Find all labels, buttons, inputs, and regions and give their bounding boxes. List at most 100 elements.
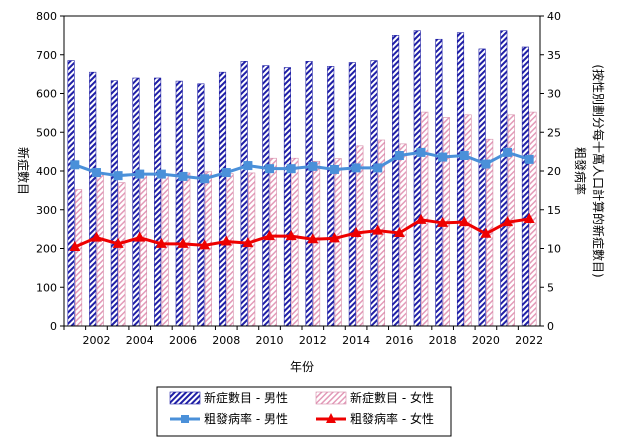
x-tick-label-2004: 2004 [126,334,154,347]
bar-male-2001 [67,60,75,327]
bar-male-2003 [110,80,118,327]
bar-female-2010 [269,157,277,327]
legend-label-1: 新症數目 - 男性 [204,390,288,405]
y-right-tick-label: 25 [547,126,561,139]
bar-female-2005 [161,173,169,327]
bar-male-2011 [283,67,291,327]
bar-male-2013 [327,66,335,327]
bar-male-2008 [218,71,227,327]
point-rate-male-2012 [308,161,318,171]
point-rate-female-2004 [134,231,146,242]
point-rate-male-2008 [221,168,231,178]
point-rate-male-2004 [135,169,145,179]
x-tick-label-2010: 2010 [256,334,284,347]
line-rate-male [74,150,530,181]
point-rate-female-2022 [523,213,535,224]
y-left-tick-label: 700 [36,49,57,62]
point-rate-male-2020 [481,159,491,169]
bar-male-2002 [89,71,97,327]
y-left-tick-label: 300 [36,204,57,217]
point-rate-male-2013 [329,164,339,174]
bar-male-2009 [240,61,248,327]
y-left-tick-label: 0 [50,320,57,333]
point-rate-male-2022 [524,154,534,164]
bar-male-2022 [521,46,529,327]
point-rate-male-2005 [156,169,166,179]
point-rate-female-2012 [307,233,319,244]
point-rate-male-2002 [91,168,101,178]
point-rate-female-2019 [458,216,470,227]
bar-male-2012 [305,61,313,327]
bar-male-2015 [370,60,378,327]
point-rate-female-2013 [328,232,340,243]
bar-male-2006 [175,80,183,327]
point-rate-female-2014 [350,227,362,237]
point-rate-male-2017 [416,147,426,157]
y-right-tick-label: 0 [547,320,554,333]
point-rate-male-2003 [113,171,123,181]
bar-female-2008 [226,173,234,327]
bar-male-2007 [197,83,205,327]
legend-box [156,386,452,437]
x-tick-label-2014: 2014 [342,334,370,347]
x-tick-label-2022: 2022 [515,334,543,347]
x-tick-label-2006: 2006 [169,334,197,347]
point-rate-female-2016 [393,227,405,237]
y-left-tick-label: 100 [36,281,57,294]
x-tick-label-2012: 2012 [299,334,327,347]
bar-male-2017 [413,30,421,327]
x-tick-label-2008: 2008 [212,334,240,347]
y-right-tick-label: 20 [547,165,561,178]
y-right-tick-label: 5 [547,281,554,294]
bar-female-2001 [75,189,83,327]
y-left-tick-label: 600 [36,88,57,101]
point-rate-female-2011 [285,230,297,241]
point-rate-male-2021 [503,147,513,157]
y-left-tick-label: 500 [36,126,57,139]
bar-male-2010 [262,65,270,327]
bar-male-2016 [392,35,400,327]
legend-label-4: 粗發病率 - 女性 [350,411,434,426]
x-tick-label-2002: 2002 [82,334,110,347]
point-rate-male-2016 [394,151,404,160]
legend-label-3: 粗發病率 - 男性 [204,411,288,426]
y-left-tick-label: 400 [36,165,57,178]
lines-layer [69,147,535,251]
bar-male-2021 [500,30,508,327]
y-left-tick-label: 800 [36,10,57,23]
bar-female-2011 [291,157,299,327]
x-tick-label-2018: 2018 [429,334,457,347]
legend-symbol-4-marker [326,413,336,423]
bar-male-2014 [348,62,356,327]
legend-symbol-3-marker [181,415,189,423]
bar-male-2020 [478,48,486,327]
point-rate-male-2015 [373,163,383,173]
bar-female-2002 [96,173,104,327]
legend-symbol-1 [169,391,201,405]
bar-male-2019 [456,32,465,327]
point-rate-female-2017 [415,213,427,224]
point-rate-male-2018 [438,152,448,162]
point-rate-female-2015 [372,224,384,235]
point-rate-male-2011 [286,164,296,174]
y-right-tick-label: 30 [547,88,561,101]
x-tick-label-2020: 2020 [472,334,500,347]
y-right-axis-title-line-2: (按性別劃分每十萬人口計算的新症數目) [591,64,606,277]
bar-female-2009 [248,172,256,327]
point-rate-male-2010 [265,164,275,174]
y-right-tick-label: 10 [547,243,561,256]
bar-female-2006 [183,172,191,327]
point-rate-male-2007 [200,174,210,184]
legend-symbol-2 [315,391,347,405]
point-rate-male-2014 [351,163,361,173]
point-rate-female-2009 [242,237,254,248]
point-rate-male-2009 [243,161,253,171]
y-left-axis-title: 新症數目 [16,147,31,195]
bar-male-2018 [435,38,443,327]
point-rate-female-2005 [155,237,167,248]
y-right-axis-title-line-1: 粗發病率 [573,147,588,195]
axes-layer: 0 100 200 300 400 500 600 700 800 0 5 10 15 20 25 30 35 4… [16,10,606,374]
y-right-tick-label: 15 [547,204,561,217]
